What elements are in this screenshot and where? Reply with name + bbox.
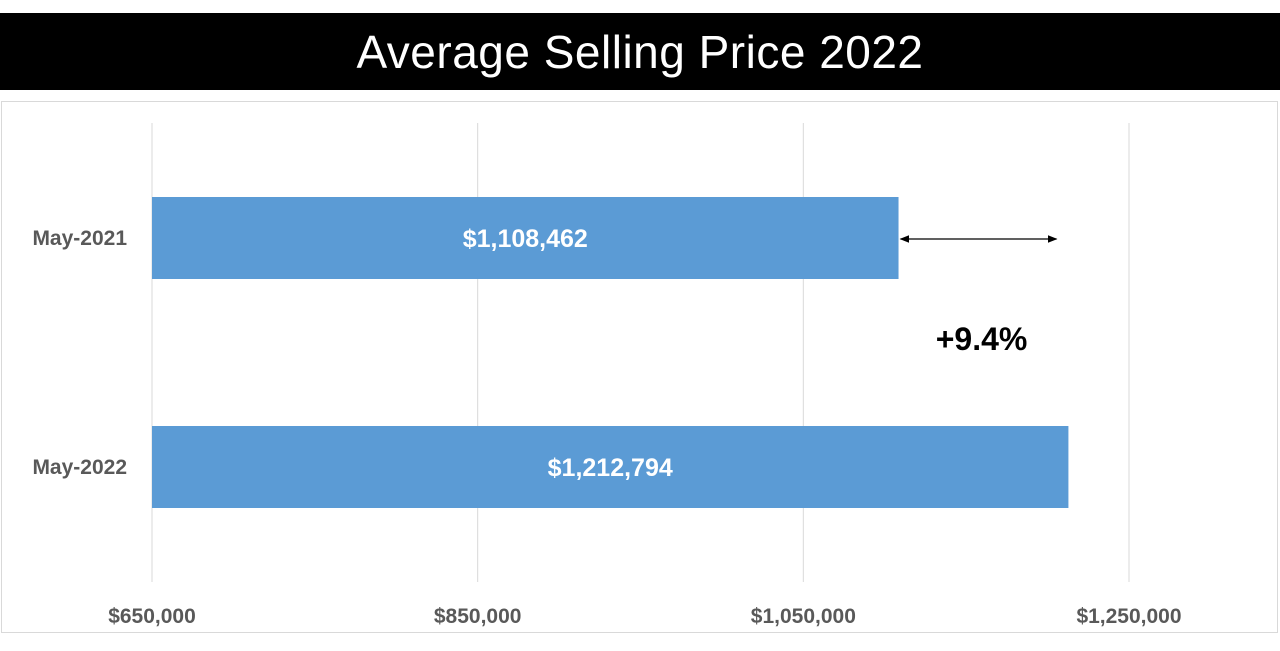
x-tick-label: $850,000 [434,605,522,628]
title-bar: Average Selling Price 2022 [0,13,1280,90]
x-tick-label: $1,250,000 [1076,605,1181,628]
x-tick-label: $1,050,000 [751,605,856,628]
bar-value-label: $1,212,794 [548,454,673,482]
plot-area-frame [1,101,1278,633]
change-annotation: +9.4% [936,321,1028,357]
chart-title: Average Selling Price 2022 [356,25,924,78]
bar [152,426,1069,508]
category-label: May-2021 [32,227,127,250]
bar-value-label: $1,108,462 [463,225,588,253]
x-tick-label: $650,000 [108,605,196,628]
bar [152,197,899,279]
category-label: May-2022 [32,456,127,479]
